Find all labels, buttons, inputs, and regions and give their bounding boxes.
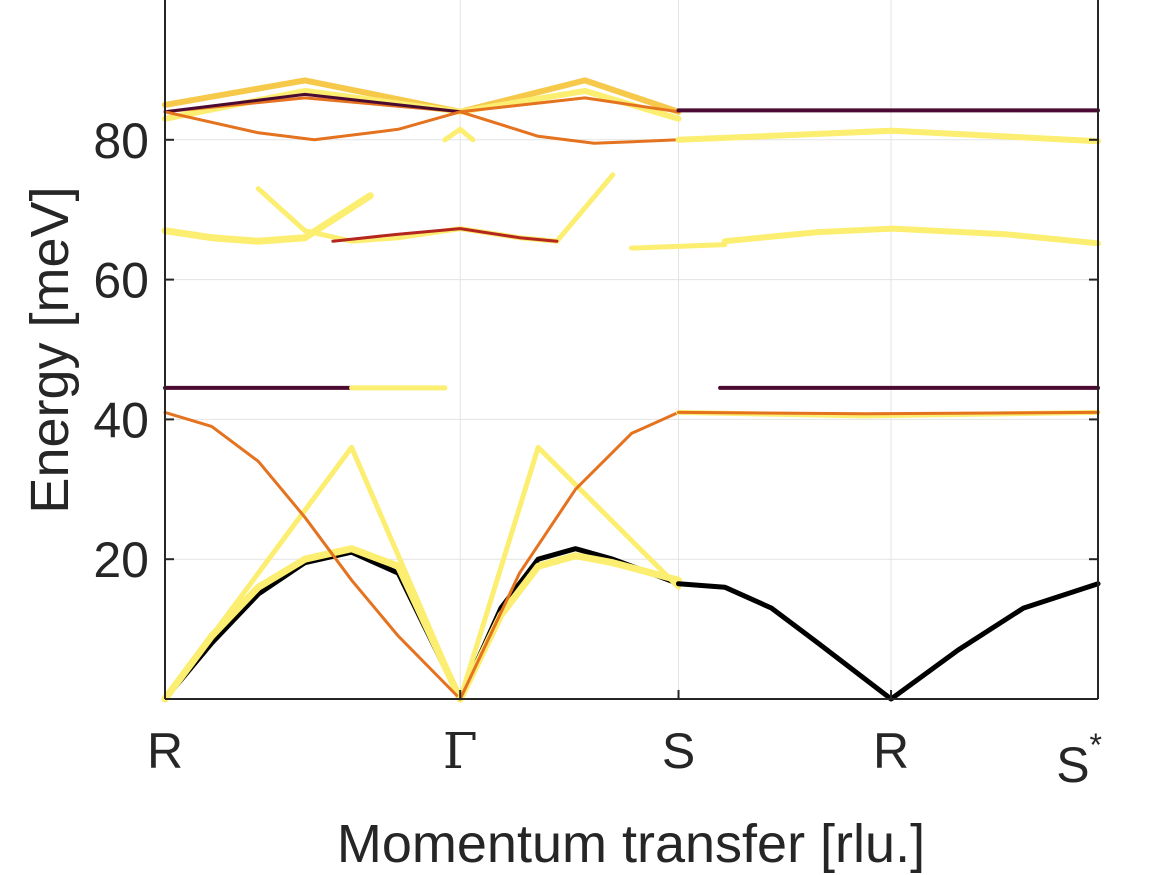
series-line-8 <box>676 581 1101 702</box>
series-line-25 <box>442 126 476 143</box>
x-tick-label-2: S <box>662 723 695 779</box>
series-line-23 <box>163 110 680 145</box>
x-tick-label-3: R <box>873 723 909 779</box>
plot-background <box>165 0 1098 699</box>
y-tick-label-0: 20 <box>93 532 149 588</box>
y-tick-label-2: 60 <box>93 253 149 309</box>
series-line-24 <box>675 127 1101 145</box>
series-group <box>161 77 1101 703</box>
y-tick-label-3: 80 <box>93 113 149 169</box>
series-line-2 <box>162 444 463 702</box>
series-line-16 <box>331 227 559 243</box>
x-tick-label-0: R <box>147 723 183 779</box>
series-line-22 <box>163 92 462 114</box>
series-line-11 <box>677 410 1100 416</box>
tick-labels: 20 40 60 80 R Γ S R S* <box>93 113 1102 793</box>
series-line-7 <box>458 410 680 701</box>
series-line-17 <box>629 242 728 251</box>
x-axis-title: Momentum transfer [rlu.] <box>337 814 925 874</box>
series-line-14 <box>161 192 374 245</box>
y-tick-label-1: 40 <box>93 392 149 448</box>
x-tick-label-4: S* <box>1056 727 1102 793</box>
series-line-3 <box>163 410 462 701</box>
x-tick-label-1: Γ <box>443 722 478 780</box>
y-axis-title: Energy [meV] <box>20 186 80 513</box>
series-line-6 <box>457 444 681 702</box>
series-line-18 <box>721 225 1101 247</box>
axes <box>164 0 1099 700</box>
